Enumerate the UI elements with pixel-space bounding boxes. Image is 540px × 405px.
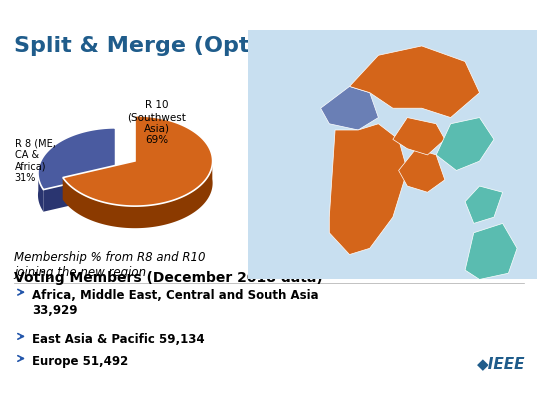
Polygon shape — [63, 116, 213, 206]
Text: Split & Merge (Option# 3): Split & Merge (Option# 3) — [14, 36, 340, 56]
FancyBboxPatch shape — [248, 30, 537, 279]
Text: Voting Members (December 2018 data): Voting Members (December 2018 data) — [14, 271, 323, 285]
Polygon shape — [63, 161, 135, 200]
Polygon shape — [43, 173, 116, 212]
Polygon shape — [349, 46, 480, 117]
Polygon shape — [465, 224, 517, 279]
Text: East Asia & Pacific 59,134: East Asia & Pacific 59,134 — [32, 333, 205, 346]
Polygon shape — [436, 117, 494, 171]
Polygon shape — [393, 117, 445, 155]
Polygon shape — [38, 128, 116, 190]
Text: Europe 51,492: Europe 51,492 — [32, 356, 129, 369]
Polygon shape — [329, 124, 407, 255]
Polygon shape — [38, 169, 43, 212]
Text: Africa, Middle East, Central and South Asia
33,929: Africa, Middle East, Central and South A… — [32, 289, 319, 317]
Text: R 8 (ME,
CA &
Africa)
31%: R 8 (ME, CA & Africa) 31% — [15, 139, 56, 183]
Text: R 10
(Southwest
Asia)
69%: R 10 (Southwest Asia) 69% — [127, 100, 186, 145]
Polygon shape — [465, 186, 503, 224]
Text: ◆IEEE: ◆IEEE — [476, 356, 525, 371]
Polygon shape — [63, 157, 213, 228]
Text: Membership % from R8 and R10
joining the new region: Membership % from R8 and R10 joining the… — [14, 251, 206, 279]
Text: 8: 8 — [10, 392, 17, 402]
Polygon shape — [321, 86, 379, 130]
Polygon shape — [399, 149, 445, 192]
